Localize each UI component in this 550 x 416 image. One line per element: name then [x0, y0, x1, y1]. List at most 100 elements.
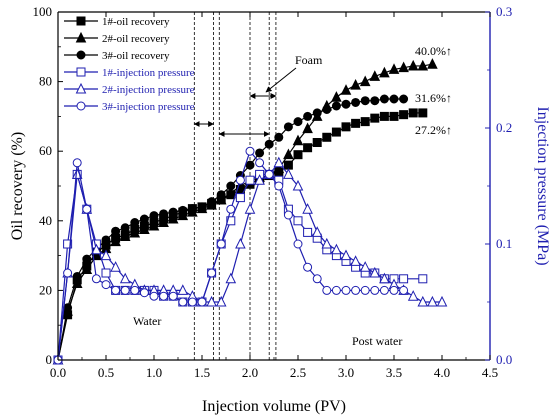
data-point	[283, 168, 294, 179]
data-point	[149, 291, 159, 301]
data-point	[283, 122, 293, 132]
data-point	[399, 274, 409, 284]
data-point	[111, 226, 121, 236]
data-point	[225, 272, 237, 284]
data-point	[302, 203, 313, 214]
data-point	[350, 255, 361, 266]
data-point	[331, 243, 342, 255]
data-point	[119, 272, 131, 284]
y2-tick-label: 0.1	[496, 236, 512, 251]
x-axis-title: Injection volume (PV)	[202, 398, 346, 415]
data-point	[207, 197, 217, 207]
data-point	[312, 108, 322, 118]
x-tick-label: 2.0	[242, 365, 258, 380]
legend-marker	[76, 101, 86, 111]
data-point	[389, 111, 399, 121]
data-point	[399, 285, 409, 295]
legend-marker	[75, 31, 87, 43]
data-point	[369, 266, 381, 278]
data-point	[226, 181, 236, 191]
x-tick-label: 4.5	[482, 365, 498, 380]
data-point	[120, 223, 130, 233]
y-tick-label: 40	[39, 213, 52, 228]
legend-label: 3#-injection pressure	[102, 101, 195, 113]
data-point	[312, 138, 322, 147]
data-point	[283, 148, 294, 160]
data-point	[341, 285, 351, 295]
x-tick-label: 3.0	[338, 365, 354, 380]
x-tick-label: 0.0	[50, 365, 66, 380]
data-point	[129, 226, 141, 238]
data-point	[100, 249, 112, 261]
data-point	[235, 193, 245, 203]
y-tick-label: 0	[46, 352, 53, 367]
data-point	[322, 285, 332, 295]
data-point	[177, 209, 189, 221]
data-point	[216, 190, 226, 200]
legend-entry: 1#-oil recovery	[64, 16, 170, 28]
data-point	[331, 127, 341, 137]
y-tick-label: 100	[33, 4, 53, 19]
data-point	[360, 96, 370, 106]
x-tick-label: 4.0	[434, 365, 450, 380]
data-point	[331, 285, 341, 295]
data-point	[235, 175, 245, 185]
data-point	[303, 111, 313, 121]
y-axis-title: Oil recovery (%)	[9, 132, 26, 240]
data-point	[63, 303, 73, 313]
data-point	[120, 285, 130, 295]
data-point	[119, 230, 131, 241]
data-point	[264, 169, 274, 179]
data-point	[63, 239, 73, 249]
data-point	[81, 263, 93, 275]
data-point	[91, 243, 102, 255]
data-point	[351, 97, 361, 107]
annotation-water: Water	[133, 314, 161, 328]
data-point	[178, 205, 188, 215]
data-point	[369, 70, 381, 81]
data-point	[283, 210, 293, 220]
data-point	[302, 122, 313, 134]
data-point	[322, 104, 332, 114]
data-point	[226, 204, 236, 214]
data-point	[292, 179, 304, 191]
y2-tick-label: 0.0	[496, 352, 512, 367]
data-point	[359, 261, 371, 272]
data-point	[255, 158, 265, 168]
data-point	[273, 156, 285, 168]
foam-pointer-arrow	[265, 67, 297, 93]
legend-entry: 2#-injection pressure	[64, 82, 195, 96]
data-point	[292, 134, 304, 146]
data-point	[407, 290, 419, 301]
data-point	[101, 235, 111, 245]
legend-entry: 3#-oil recovery	[64, 50, 170, 62]
legend-entry: 1#-injection pressure	[64, 67, 195, 79]
data-point	[254, 174, 265, 185]
data-point	[187, 297, 197, 307]
y2-axis-title: Injection pressure (MPa)	[534, 106, 550, 265]
data-point	[379, 94, 389, 104]
data-point	[370, 113, 380, 123]
data-point	[215, 193, 227, 205]
data-point	[274, 181, 284, 191]
y-tick-label: 20	[39, 282, 52, 297]
data-point	[91, 249, 102, 261]
data-point	[197, 202, 207, 212]
data-point	[379, 66, 390, 78]
data-point	[351, 118, 361, 128]
data-point	[149, 211, 159, 221]
data-point	[418, 108, 428, 118]
data-point	[427, 58, 438, 69]
data-point	[101, 268, 111, 278]
series-6	[53, 146, 409, 365]
data-point	[245, 175, 255, 185]
series-layer	[52, 58, 448, 365]
series-line	[57, 63, 433, 361]
data-point	[273, 162, 285, 174]
data-point	[139, 223, 150, 234]
data-point	[312, 274, 322, 284]
series-3	[53, 94, 409, 365]
data-point	[207, 268, 217, 278]
annotation-recovery-increase-3: 31.6%↑	[415, 91, 452, 105]
